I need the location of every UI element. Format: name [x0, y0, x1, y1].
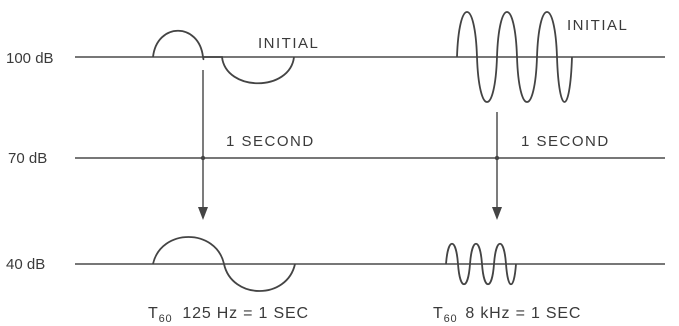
right-caption: T60 8 kHz = 1 SEC: [433, 305, 581, 325]
left-initial-wave-lower: [203, 56, 295, 85]
left-initial-wave: [152, 30, 205, 61]
right-final-wave: [445, 242, 517, 286]
left-caption-rest: 125 Hz = 1 SEC: [182, 305, 308, 322]
right-caption-rest: 8 kHz = 1 SEC: [465, 305, 581, 322]
left-caption-t: T: [148, 305, 159, 322]
right-arrow-head: [492, 207, 502, 220]
right-initial-wave: [456, 11, 573, 103]
left-caption-sub: 60: [159, 313, 173, 325]
level-label-100db: 100 dB: [6, 50, 54, 67]
right-initial-label: INITIAL: [567, 17, 628, 34]
left-initial-label: INITIAL: [258, 35, 319, 52]
left-arrow-head: [198, 207, 208, 220]
left-caption: T60 125 Hz = 1 SEC: [148, 305, 309, 325]
left-final-wave: [152, 236, 296, 292]
right-caption-sub: 60: [444, 313, 458, 325]
right-70db-marker: [494, 155, 500, 161]
right-time-label: 1 SECOND: [521, 133, 610, 150]
left-70db-marker: [200, 155, 206, 161]
level-label-70db: 70 dB: [8, 150, 47, 167]
right-caption-t: T: [433, 305, 444, 322]
level-label-40db: 40 dB: [6, 256, 45, 273]
left-time-label: 1 SECOND: [226, 133, 315, 150]
